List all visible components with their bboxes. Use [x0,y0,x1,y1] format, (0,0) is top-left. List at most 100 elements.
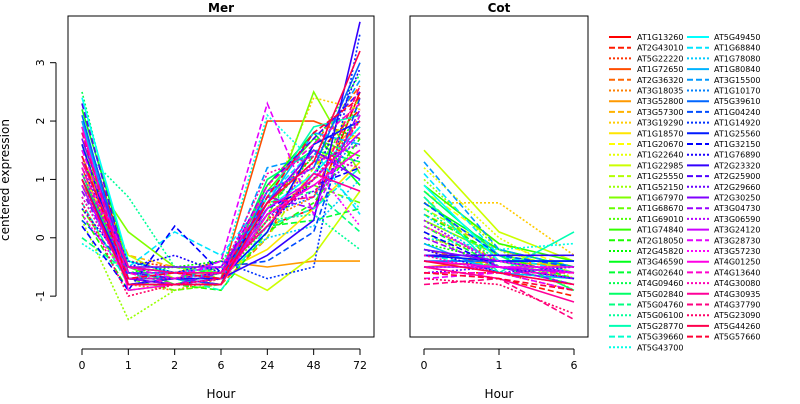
legend-label: AT4G37790 [714,301,760,310]
legend-label: AT1G68840 [714,44,760,53]
legend-label: AT5G49450 [714,33,760,42]
legend-label: AT3G04730 [714,204,760,213]
mer-x-tick-label: 48 [307,359,321,372]
legend-label: AT1G22985 [637,161,683,170]
mer-series-at3g28730 [81,101,361,280]
cot-series-at5g57660 [423,272,575,292]
legend-label: AT1G74840 [637,226,683,235]
cot-series-at5g22220 [424,271,575,292]
mer-series-at2g18050 [81,138,361,292]
mer-title: Mer [208,1,234,15]
mer-series-at1g14920 [81,33,361,280]
legend-label: AT1G80840 [714,65,760,74]
legend-label: AT2G45820 [637,247,683,256]
mer-y-tick-label: 3 [34,59,47,66]
legend-label: AT5G02840 [637,290,683,299]
legend-label: AT3G57300 [637,108,683,117]
cot-x-tick-label: 0 [421,359,428,372]
legend-label: AT2G30250 [714,194,760,203]
legend-label: AT2G36320 [637,76,683,85]
cot-series-at5g43700 [423,237,575,251]
mer-series-at4g30935 [81,161,361,274]
legend-label: AT5G57660 [714,333,760,342]
legend-label: AT2G18050 [637,236,683,245]
mer-series-at5g44260 [81,50,361,286]
mer-plot-frame [67,15,375,338]
cot-x-tick-label: 1 [496,359,503,372]
legend-label: AT4G13640 [714,268,760,277]
mer-x-tick-label: 1 [125,359,132,372]
legend-label: AT1G72650 [637,65,683,74]
cot-series-at5g23090 [423,277,575,315]
mer-series-at3g06590 [81,143,361,280]
mer-series-lines [81,21,361,321]
cot-x-tick-label: 6 [571,359,578,372]
mer-y-tick-label: 1 [34,176,47,183]
legend-label: AT1G22640 [637,151,683,160]
mer-x-ticks: 0 1 2 6 24 48 72 [79,348,367,372]
legend-label: AT3G06590 [714,215,760,224]
legend-label: AT4G09460 [637,279,683,288]
legend-label: AT3G15500 [714,76,760,85]
legend-label: AT5G04760 [637,301,683,310]
panel-cot: Cot 0 1 6 Hour [409,1,589,401]
cot-title: Cot [488,1,511,15]
legend-label: AT2G25900 [714,172,760,181]
mer-x-axis-label: Hour [207,387,236,400]
cot-series-at3g04730 [423,237,575,286]
cot-series-lines [423,149,575,321]
cot-series-at5g44260 [423,260,575,286]
legend-label: AT1G78080 [714,54,760,63]
mer-series-at5g57660 [81,97,361,280]
legend-label: AT3G24120 [714,226,760,235]
mer-y-tick-label: -1 [34,291,47,302]
legend-label: AT1G32150 [714,140,760,149]
legend-label: AT4G30935 [714,290,760,299]
cot-series-at3g57230 [423,225,575,274]
legend-label: AT2G43010 [637,44,683,53]
cot-plot-frame [409,15,589,338]
legend-label: AT5G43700 [637,343,683,352]
legend-label: AT1G20670 [637,140,683,149]
legend-label: AT5G39660 [637,333,683,342]
y-axis-label: centered expression [0,119,12,241]
legend-label: AT1G13260 [637,33,683,42]
legend-label: AT1G67970 [637,194,683,203]
mer-series-at4g13640 [81,102,361,286]
legend-label: AT1G18570 [637,129,683,138]
cot-series-at3g19290 [424,202,575,256]
mer-x-tick-label: 72 [353,359,367,372]
legend-label: AT3G52800 [637,97,683,106]
legend-label: AT3G18035 [637,87,683,96]
mer-x-tick-label: 24 [260,359,274,372]
legend-label: AT5G06100 [637,311,683,320]
cot-series-at1g22985 [423,149,575,262]
legend-label: AT5G22220 [637,54,683,63]
legend-label: AT1G25550 [637,172,683,181]
mer-y-ticks: -1 0 1 2 3 [34,59,57,302]
legend-label: AT4G30080 [714,279,760,288]
legend-label: AT1G04240 [714,108,760,117]
legend-label: AT3G28730 [714,236,760,245]
cot-series-at3g15500 [423,161,575,268]
legend-label: AT2G23320 [714,161,760,170]
mer-x-tick-label: 0 [79,359,86,372]
legend-label: AT2G29660 [714,183,760,192]
cot-series-at1g68840 [423,173,575,274]
mer-x-tick-label: 6 [218,359,225,372]
mer-y-tick-label: 2 [34,118,47,125]
legend-label: AT5G39610 [714,97,760,106]
mer-series-at5g49450 [81,97,361,274]
panel-mer: Mer 0 1 2 6 24 48 72 -1 0 1 2 3 Hour centered expr… [0,1,375,401]
legend-label: AT1G76890 [714,151,760,160]
mer-x-tick-label: 2 [171,359,178,372]
cot-series-at4g01250 [423,260,574,268]
legend-label: AT1G10170 [714,87,760,96]
legend-label: AT1G68670 [637,204,683,213]
legend-label: AT3G19290 [637,119,683,128]
legend-label: AT5G28770 [637,322,683,331]
legend-label: AT5G23090 [714,311,760,320]
legend-label: AT1G69010 [637,215,683,224]
